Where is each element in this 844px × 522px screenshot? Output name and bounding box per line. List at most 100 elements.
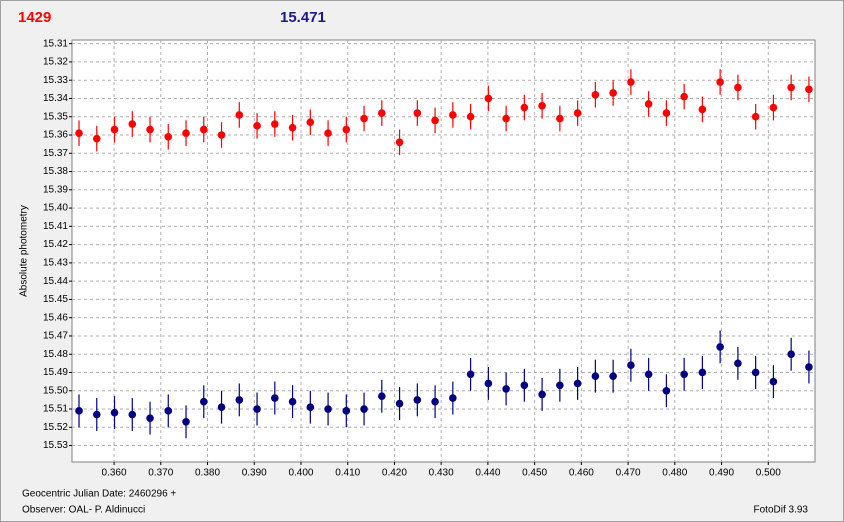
- data-point: [146, 125, 154, 134]
- data-point: [591, 91, 600, 99]
- data-point: [556, 381, 564, 390]
- data-point: [342, 407, 351, 415]
- y-tick-label: 15.31: [43, 38, 68, 49]
- y-tick-label: 15.50: [43, 385, 68, 396]
- y-tick-label: 15.53: [43, 440, 68, 451]
- data-point: [360, 114, 368, 123]
- x-tick-label: 0.490: [709, 468, 734, 479]
- data-point: [573, 109, 582, 117]
- data-point: [182, 129, 190, 137]
- data-point: [734, 359, 742, 368]
- data-point: [164, 407, 173, 415]
- data-point: [378, 392, 386, 401]
- y-tick-label: 15.48: [43, 349, 68, 360]
- data-point: [787, 350, 795, 359]
- data-point: [716, 343, 724, 351]
- y-tick-label: 15.44: [43, 276, 68, 287]
- y-tick-label: 15.41: [43, 221, 68, 232]
- data-point: [235, 111, 244, 119]
- data-point: [449, 394, 457, 402]
- data-point: [787, 83, 795, 92]
- y-tick-label: 15.42: [43, 239, 68, 250]
- y-tick-label: 15.37: [43, 148, 68, 159]
- data-point: [253, 405, 261, 413]
- data-point: [751, 112, 760, 121]
- data-point: [484, 94, 493, 103]
- header-left: 1429: [18, 9, 51, 26]
- y-tick-label: 15.32: [43, 57, 68, 68]
- data-point: [609, 89, 617, 97]
- data-point: [288, 123, 297, 132]
- y-tick-label: 15.51: [43, 404, 68, 415]
- data-point: [182, 418, 190, 426]
- data-point: [431, 397, 439, 406]
- data-point: [769, 103, 778, 112]
- data-point: [502, 385, 510, 393]
- data-point: [591, 372, 600, 380]
- data-point: [324, 129, 332, 137]
- x-tick-label: 0.440: [475, 468, 500, 479]
- x-tick-label: 0.500: [756, 468, 781, 479]
- data-point: [644, 370, 653, 379]
- x-tick-label: 0.400: [288, 468, 313, 479]
- data-point: [644, 100, 653, 108]
- x-tick-label: 0.480: [662, 468, 687, 479]
- data-point: [716, 78, 724, 86]
- plot-area: [71, 39, 816, 463]
- data-point: [680, 92, 688, 101]
- data-point: [217, 403, 226, 411]
- data-point: [110, 408, 119, 417]
- data-point: [751, 368, 760, 377]
- data-point: [75, 129, 83, 137]
- x-tick-label: 0.360: [102, 468, 127, 479]
- data-point: [734, 83, 742, 92]
- x-tick-label: 0.390: [242, 468, 267, 479]
- data-point: [466, 370, 475, 379]
- x-tick-label: 0.430: [429, 468, 454, 479]
- data-point: [235, 396, 244, 404]
- data-point: [378, 109, 386, 117]
- data-point: [128, 410, 137, 419]
- y-tick-label: 15.43: [43, 258, 68, 269]
- y-tick-label: 15.34: [43, 93, 68, 104]
- y-axis-label: Absolute photometry: [19, 205, 30, 297]
- data-point: [520, 381, 529, 390]
- data-point: [306, 403, 315, 411]
- data-point: [288, 397, 297, 406]
- data-point: [484, 379, 493, 388]
- data-point: [413, 396, 422, 404]
- x-axis-label: Geocentric Julian Date: 2460296 +: [22, 489, 176, 500]
- data-point: [698, 105, 707, 114]
- data-point: [538, 390, 546, 399]
- data-point: [164, 133, 173, 141]
- data-point: [449, 111, 457, 119]
- y-tick-label: 15.45: [43, 294, 68, 305]
- data-point: [680, 370, 688, 379]
- data-point: [75, 407, 83, 415]
- x-tick-label: 0.450: [522, 468, 547, 479]
- data-point: [698, 368, 707, 377]
- y-tick-label: 15.46: [43, 312, 68, 323]
- observer: Observer: OAL- P. Aldinucci: [22, 505, 145, 516]
- data-point: [502, 114, 510, 123]
- data-point: [609, 372, 617, 380]
- data-point: [217, 131, 226, 139]
- y-tick-label: 15.39: [43, 184, 68, 195]
- x-tick-label: 0.380: [195, 468, 220, 479]
- data-point: [271, 394, 279, 402]
- data-point: [342, 125, 351, 134]
- data-point: [306, 118, 315, 127]
- data-point: [199, 125, 208, 134]
- y-tick-label: 15.35: [43, 111, 68, 122]
- data-point: [627, 361, 635, 369]
- x-tick-label: 0.470: [616, 468, 641, 479]
- data-point: [573, 379, 582, 388]
- y-tick-label: 15.47: [43, 331, 68, 342]
- data-point: [662, 109, 671, 117]
- data-point: [769, 377, 778, 386]
- y-tick-label: 15.40: [43, 203, 68, 214]
- data-point: [395, 138, 404, 147]
- data-point: [662, 386, 671, 395]
- data-point: [324, 405, 332, 413]
